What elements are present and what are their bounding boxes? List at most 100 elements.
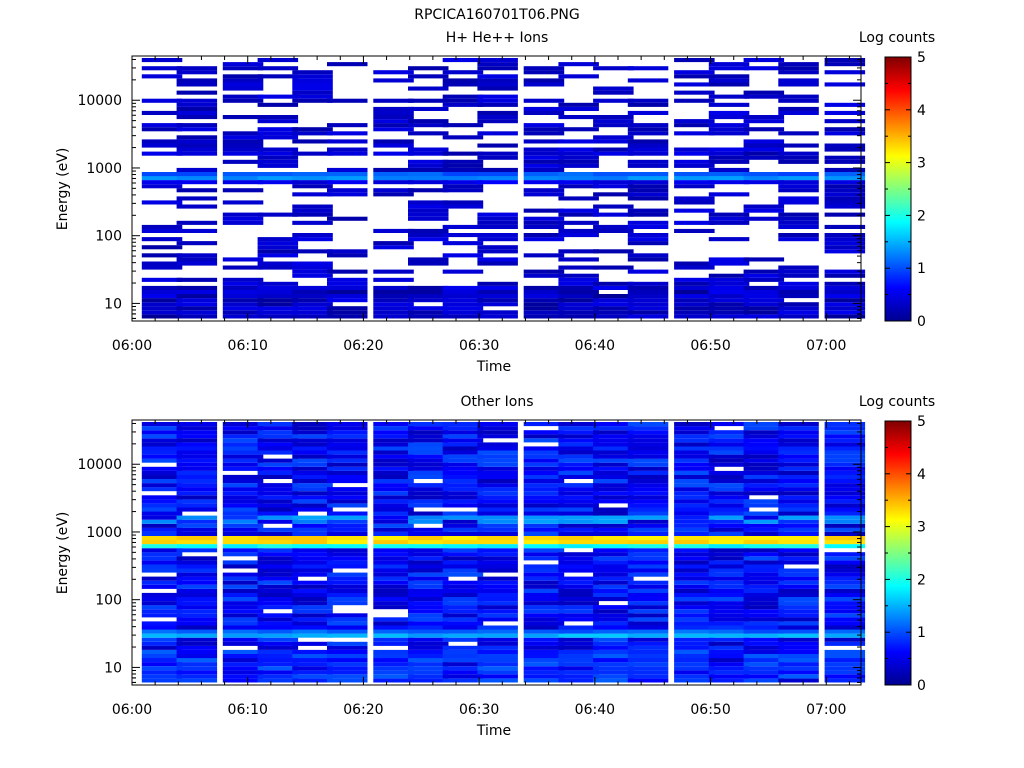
spectrogram-cell (442, 82, 484, 87)
spectrogram-cell (558, 310, 599, 315)
spectrogram-cell (743, 180, 785, 185)
spectrogram-cell (627, 678, 669, 683)
spectrogram-cell (743, 588, 785, 593)
spectrogram-cell (778, 200, 819, 205)
spectrogram-cell (778, 454, 819, 459)
spectrogram-cell (442, 98, 484, 103)
x-tick-label: 06:30 (459, 338, 499, 354)
spectrogram-cell (141, 597, 183, 602)
spectrogram-cell (593, 609, 634, 614)
spectrogram-cell (477, 86, 518, 91)
spectrogram-cell (708, 515, 750, 520)
spectrogram-cell (593, 674, 634, 679)
spectrogram-cell (708, 487, 750, 492)
spectrogram-cell (674, 290, 715, 295)
spectrogram-cell (477, 58, 518, 63)
spectrogram-cell (743, 511, 785, 516)
spectrogram-cell (477, 674, 518, 679)
spectrogram-cell (627, 662, 669, 667)
spectrogram-cell (627, 450, 669, 455)
spectrogram-cell (292, 495, 333, 500)
spectrogram-cell (523, 564, 565, 569)
spectrogram-cell (743, 306, 785, 311)
spectrogram-cell (627, 196, 669, 201)
spectrogram-cell (373, 511, 414, 516)
spectrogram-cell (477, 654, 518, 659)
spectrogram-cell (824, 536, 866, 541)
spectrogram-cell (373, 172, 414, 177)
spectrogram-cell (408, 237, 449, 242)
spectrogram-cell (292, 597, 333, 602)
spectrogram-cell (593, 212, 634, 217)
spectrogram-cell (593, 123, 634, 128)
spectrogram-cell (627, 253, 669, 258)
spectrogram-cell (176, 605, 218, 610)
spectrogram-cell (593, 645, 634, 650)
spectrogram-cell (523, 576, 565, 581)
spectrogram-cell (558, 629, 599, 634)
spectrogram-cell (593, 662, 634, 667)
spectrogram-cell (824, 609, 866, 614)
spectrogram-cell (477, 560, 518, 565)
spectrogram-cell (292, 98, 333, 103)
spectrogram-cell (292, 454, 333, 459)
spectrogram-cell (442, 580, 484, 585)
spectrogram-cell (627, 458, 669, 463)
spectrogram-cell (558, 196, 599, 201)
spectrogram-cell (523, 302, 565, 307)
spectrogram-cell (222, 290, 264, 295)
spectrogram-cell (141, 310, 183, 315)
spectrogram-cell (824, 102, 866, 107)
spectrogram-cell (523, 70, 565, 75)
spectrogram-cell (257, 261, 299, 266)
spectrogram-cell (141, 621, 183, 626)
spectrogram-cell (593, 98, 634, 103)
spectrogram-cell (477, 487, 518, 492)
spectrogram-cell (743, 564, 785, 569)
spectrogram-cell (743, 257, 785, 262)
spectrogram-cell (743, 527, 785, 532)
spectrogram-cell (824, 458, 866, 463)
spectrogram-cell (743, 127, 785, 132)
spectrogram-cell (558, 450, 599, 455)
spectrogram-cell (627, 66, 669, 71)
spectrogram-cell (477, 503, 518, 508)
spectrogram-cell (477, 666, 518, 671)
spectrogram-cell (743, 629, 785, 634)
spectrogram-cell (743, 151, 785, 156)
spectrogram-cell (778, 430, 819, 435)
spectrogram-cell (257, 617, 299, 622)
x-tick-label: 06:20 (343, 338, 383, 354)
spectrogram-cell (778, 621, 819, 626)
spectrogram-cell (627, 110, 669, 115)
spectrogram-cell (824, 666, 866, 671)
spectrogram-cell (778, 474, 819, 479)
colorbar-tick-label: 1 (917, 261, 926, 277)
spectrogram-cell (408, 119, 449, 124)
spectrogram-cell (593, 450, 634, 455)
spectrogram-cell (408, 568, 449, 573)
spectrogram-cell (593, 629, 634, 634)
spectrogram-cell (222, 115, 264, 120)
spectrogram-cell (523, 491, 565, 496)
spectrogram-cell (778, 548, 819, 553)
spectrogram-cell (743, 155, 785, 160)
spectrogram-cell (558, 580, 599, 585)
spectrogram-cell (708, 601, 750, 606)
spectrogram-cell (824, 147, 866, 152)
spectrogram-cell (222, 605, 264, 610)
spectrogram-cell (176, 135, 218, 140)
spectrogram-cell (373, 523, 414, 528)
spectrogram-cell (176, 654, 218, 659)
spectrogram-cell (743, 172, 785, 177)
spectrogram-cell (141, 139, 183, 144)
spectrogram-cell (408, 233, 449, 238)
spectrogram-cell (141, 601, 183, 606)
spectrogram-cell (327, 123, 368, 128)
spectrogram-cell (743, 548, 785, 553)
spectrogram-cell (523, 434, 565, 439)
spectrogram-cell (327, 151, 368, 156)
spectrogram-cell (824, 224, 866, 229)
spectrogram-cell (558, 527, 599, 532)
spectrogram-cell (778, 649, 819, 654)
